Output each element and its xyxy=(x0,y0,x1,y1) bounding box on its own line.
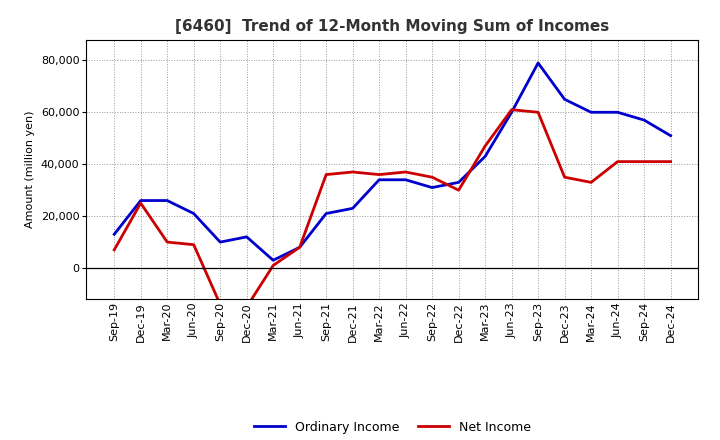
Ordinary Income xyxy=(163,198,171,203)
Legend: Ordinary Income, Net Income: Ordinary Income, Net Income xyxy=(248,414,537,440)
Net Income xyxy=(216,302,225,307)
Ordinary Income xyxy=(587,110,595,115)
Net Income xyxy=(587,180,595,185)
Ordinary Income xyxy=(613,110,622,115)
Net Income xyxy=(269,263,277,268)
Ordinary Income xyxy=(454,180,463,185)
Ordinary Income xyxy=(110,231,119,237)
Net Income xyxy=(295,245,304,250)
Y-axis label: Amount (million yen): Amount (million yen) xyxy=(25,110,35,228)
Line: Net Income: Net Income xyxy=(114,110,670,307)
Net Income xyxy=(243,304,251,310)
Net Income xyxy=(401,169,410,175)
Net Income xyxy=(560,175,569,180)
Ordinary Income xyxy=(560,97,569,102)
Ordinary Income xyxy=(322,211,330,216)
Ordinary Income xyxy=(375,177,384,183)
Net Income xyxy=(110,247,119,253)
Net Income xyxy=(428,175,436,180)
Ordinary Income xyxy=(189,211,198,216)
Net Income xyxy=(534,110,542,115)
Net Income xyxy=(613,159,622,164)
Ordinary Income xyxy=(216,239,225,245)
Net Income xyxy=(481,143,490,149)
Ordinary Income xyxy=(666,133,675,138)
Net Income xyxy=(322,172,330,177)
Net Income xyxy=(163,239,171,245)
Ordinary Income xyxy=(640,117,649,123)
Title: [6460]  Trend of 12-Month Moving Sum of Incomes: [6460] Trend of 12-Month Moving Sum of I… xyxy=(175,19,610,34)
Ordinary Income xyxy=(136,198,145,203)
Ordinary Income xyxy=(534,60,542,66)
Ordinary Income xyxy=(348,205,357,211)
Net Income xyxy=(375,172,384,177)
Net Income xyxy=(666,159,675,164)
Net Income xyxy=(508,107,516,112)
Ordinary Income xyxy=(243,234,251,239)
Ordinary Income xyxy=(401,177,410,183)
Net Income xyxy=(136,201,145,206)
Ordinary Income xyxy=(428,185,436,190)
Ordinary Income xyxy=(481,154,490,159)
Net Income xyxy=(454,187,463,193)
Line: Ordinary Income: Ordinary Income xyxy=(114,63,670,260)
Ordinary Income xyxy=(295,245,304,250)
Net Income xyxy=(640,159,649,164)
Net Income xyxy=(189,242,198,247)
Ordinary Income xyxy=(508,110,516,115)
Ordinary Income xyxy=(269,258,277,263)
Net Income xyxy=(348,169,357,175)
